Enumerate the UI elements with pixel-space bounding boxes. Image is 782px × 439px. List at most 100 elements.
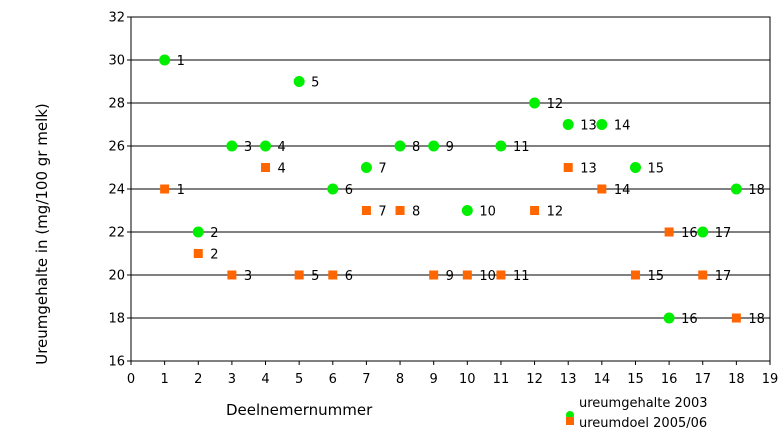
data-point: [193, 249, 203, 258]
data-point: [563, 163, 573, 172]
data-point: [395, 206, 405, 215]
data-label: 7: [378, 162, 386, 177]
x-tick-label: 10: [459, 372, 476, 387]
data-label: 5: [311, 76, 319, 91]
data-label: 14: [614, 183, 631, 198]
data-label: 10: [479, 205, 496, 220]
data-label: 13: [580, 162, 597, 177]
legend: ureumgehalte 2003 ureumdoel 2005/06: [566, 396, 708, 431]
data-point: [462, 270, 472, 280]
x-tick-label: 12: [526, 372, 543, 387]
data-point: [192, 226, 204, 238]
data-label: 2: [210, 226, 218, 241]
x-axis: 0 1 2 3 4 5 6 7 8 9 10 11 12 13 14 15 16 17 18 19: [127, 361, 778, 387]
data-point: [495, 140, 507, 152]
data-point: [698, 270, 708, 280]
data-label: 16: [681, 312, 698, 327]
y-tick-label: 22: [108, 226, 125, 241]
data-point: [327, 183, 339, 195]
data-label: 9: [446, 140, 454, 155]
data-label: 10: [479, 269, 496, 284]
data-point: [294, 270, 304, 280]
data-label: 1: [177, 183, 185, 198]
data-label: 13: [580, 119, 597, 134]
y-tick-label: 24: [108, 183, 125, 198]
data-label: 16: [681, 226, 698, 241]
data-point: [429, 270, 439, 280]
data-label: 12: [547, 97, 564, 112]
data-point: [663, 312, 675, 324]
data-point: [360, 162, 372, 173]
legend-marker: [566, 417, 574, 425]
data-label: 18: [748, 183, 765, 198]
data-label: 17: [715, 226, 732, 241]
data-point: [664, 227, 674, 237]
x-tick-label: 4: [261, 372, 269, 387]
data-point: [461, 205, 473, 216]
data-label: 1: [177, 54, 185, 69]
data-point: [562, 119, 574, 130]
data-label: 7: [378, 205, 386, 220]
data-point: [596, 119, 608, 130]
x-tick-label: 14: [594, 372, 611, 387]
y-tick-label: 16: [108, 355, 125, 370]
data-label: 2: [210, 248, 218, 263]
data-label: 4: [278, 162, 286, 177]
data-label: 6: [345, 183, 353, 198]
y-tick-label: 20: [108, 269, 125, 284]
data-label: 8: [412, 140, 420, 155]
y-tick-label: 32: [108, 11, 125, 26]
x-tick-label: 18: [728, 372, 745, 387]
x-tick-label: 15: [627, 372, 644, 387]
x-axis-label: Deelnemernummer: [226, 401, 373, 419]
data-point: [160, 184, 170, 194]
x-tick-label: 7: [362, 372, 370, 387]
x-tick-label: 8: [396, 372, 404, 387]
data-point: [530, 206, 540, 215]
data-point: [159, 54, 171, 66]
data-label: 11: [513, 269, 530, 284]
x-tick-label: 13: [560, 372, 577, 387]
legend-label: ureumgehalte 2003: [579, 396, 708, 411]
y-tick-label: 26: [108, 140, 125, 155]
data-point: [697, 226, 709, 238]
data-label: 18: [748, 312, 765, 327]
data-label: 12: [547, 205, 564, 220]
x-tick-label: 17: [694, 372, 711, 387]
x-tick-label: 19: [762, 372, 779, 387]
legend-label: ureumdoel 2005/06: [579, 416, 707, 431]
data-point: [394, 140, 406, 152]
data-point: [428, 140, 440, 152]
y-tick-label: 28: [108, 97, 125, 112]
data-point: [261, 163, 271, 172]
data-label: 17: [715, 269, 732, 284]
y-tick-label: 30: [108, 54, 125, 69]
data-point: [731, 313, 741, 323]
x-tick-label: 11: [493, 372, 510, 387]
data-point: [730, 183, 742, 195]
x-tick-label: 1: [160, 372, 168, 387]
x-tick-label: 9: [430, 372, 438, 387]
data-point: [496, 270, 506, 280]
data-label: 8: [412, 205, 420, 220]
x-tick-label: 16: [661, 372, 678, 387]
data-point: [328, 270, 338, 280]
data-point: [260, 140, 272, 152]
data-label: 3: [244, 140, 252, 155]
x-tick-label: 6: [329, 372, 337, 387]
y-tick-label: 18: [108, 312, 125, 327]
data-label: 15: [647, 162, 664, 177]
data-label: 9: [446, 269, 454, 284]
x-tick-label: 3: [228, 372, 236, 387]
data-label: 6: [345, 269, 353, 284]
data-point: [226, 140, 238, 152]
data-label: 3: [244, 269, 252, 284]
data-label: 15: [647, 269, 664, 284]
y-axis-label: Ureumgehalte in (mg/100 gr melk): [33, 103, 51, 365]
y-axis: 16 18 20 22 24 26 28 30 32: [108, 11, 131, 370]
data-label: 4: [278, 140, 286, 155]
data-label: 5: [311, 269, 319, 284]
data-label: 11: [513, 140, 530, 155]
